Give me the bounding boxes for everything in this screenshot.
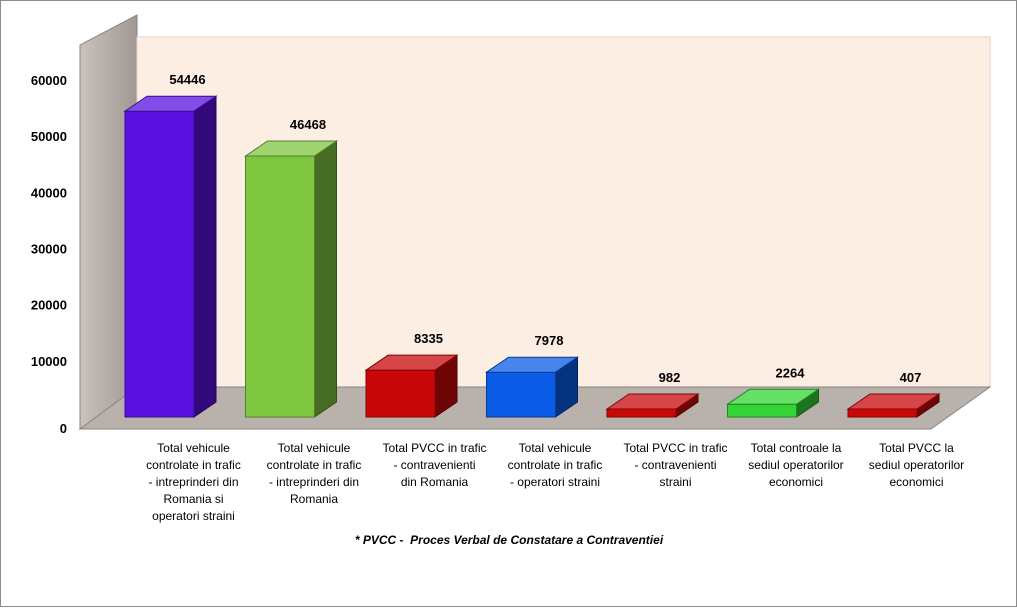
- bar-front-face: [606, 408, 677, 418]
- category-label: Total PVCC la sediul operatorilor economic…: [869, 441, 964, 489]
- bar: [243, 140, 339, 418]
- data-label: 54446: [169, 72, 205, 87]
- category-label: Total vehicule controlate in trafic - intr…: [146, 441, 241, 523]
- y-tick-label: 50000: [31, 129, 67, 144]
- category-label: Total controale la sediul operatorilor eco…: [748, 441, 843, 489]
- bar-front-face: [365, 369, 436, 418]
- category-labels: Total vehicule controlate in trafic - intr…: [146, 441, 964, 523]
- bars: [123, 95, 941, 418]
- category-label: Total vehicule controlate in trafic - intr…: [267, 441, 362, 506]
- bar-side-face: [193, 95, 217, 418]
- bar-front-face: [486, 371, 556, 418]
- bar: [605, 393, 700, 418]
- bar-top-face: [484, 356, 580, 373]
- value-labels: 54446 46468 8335 7978 982 2264 407: [169, 72, 921, 385]
- category-label: Total PVCC in trafic - contravenienti din …: [382, 441, 486, 489]
- bar-top-face: [846, 393, 941, 410]
- data-label: 46468: [290, 117, 326, 132]
- y-tick-label: 10000: [31, 354, 67, 369]
- y-axis-ticks: 0 10000 20000 30000 40000 50000 60000: [31, 73, 67, 436]
- data-label: 8335: [414, 331, 443, 346]
- bar: [123, 95, 218, 418]
- y-tick-label: 60000: [31, 73, 67, 88]
- y-tick-label: 0: [60, 421, 67, 436]
- bar-front-face: [847, 408, 918, 418]
- bar-front-face: [727, 403, 797, 418]
- data-label: 407: [900, 370, 922, 385]
- bar: [484, 356, 580, 418]
- bar-top-face: [364, 354, 459, 371]
- category-label: Total PVCC in trafic - contravenienti stra…: [623, 441, 727, 489]
- category-label: Total vehicule controlate in trafic - oper…: [508, 441, 603, 489]
- footnote: * PVCC - Proces Verbal de Constatare a C…: [355, 533, 664, 547]
- bar: [846, 393, 941, 418]
- y-tick-label: 40000: [31, 185, 67, 200]
- y-tick-label: 30000: [31, 242, 67, 257]
- bar-front-face: [124, 110, 195, 418]
- bar-front-face: [245, 155, 315, 418]
- bar: [364, 354, 459, 418]
- y-tick-label: 20000: [31, 298, 67, 313]
- data-label: 7978: [535, 333, 564, 348]
- bar-side-face: [314, 140, 337, 418]
- data-label: 2264: [776, 365, 806, 380]
- data-label: 982: [659, 370, 681, 385]
- bar-top-face: [123, 95, 218, 112]
- bar: [725, 388, 821, 418]
- bar-top-face: [605, 393, 700, 410]
- bar-top-face: [725, 388, 821, 405]
- bar-top-face: [243, 140, 339, 157]
